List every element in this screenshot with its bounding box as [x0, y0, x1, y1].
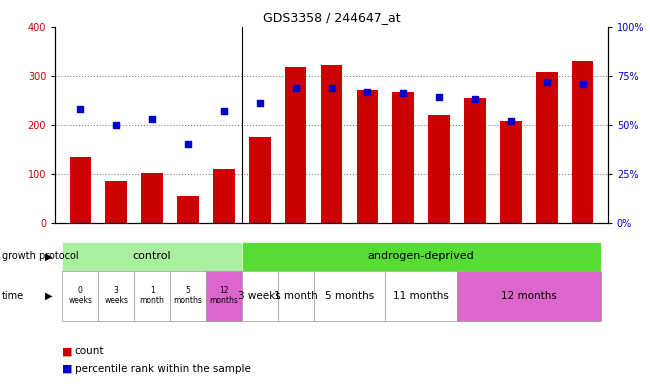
Bar	[464, 98, 486, 223]
Bar	[357, 89, 378, 223]
Text: growth protocol: growth protocol	[2, 251, 79, 262]
Text: 12
months: 12 months	[209, 286, 239, 305]
Point	[362, 88, 372, 94]
Bar	[428, 115, 450, 223]
Point	[470, 96, 480, 103]
Bar	[105, 181, 127, 223]
Text: 12 months: 12 months	[501, 291, 557, 301]
Bar	[177, 196, 199, 223]
Bar	[285, 67, 306, 223]
Bar	[320, 65, 343, 223]
Text: ■: ■	[62, 364, 72, 374]
Text: ■: ■	[62, 346, 72, 356]
Point	[291, 84, 301, 91]
Title: GDS3358 / 244647_at: GDS3358 / 244647_at	[263, 11, 400, 24]
Point	[218, 108, 229, 114]
Bar	[536, 72, 558, 223]
Text: 5 months: 5 months	[325, 291, 374, 301]
Text: ▶: ▶	[44, 251, 52, 262]
Text: 11 months: 11 months	[393, 291, 449, 301]
Text: 3
weeks: 3 weeks	[104, 286, 128, 305]
Text: 1
month: 1 month	[140, 286, 164, 305]
Point	[434, 94, 445, 101]
Point	[255, 100, 265, 106]
Point	[326, 84, 337, 91]
Text: percentile rank within the sample: percentile rank within the sample	[75, 364, 251, 374]
Text: androgen-deprived: androgen-deprived	[368, 251, 474, 262]
Point	[75, 106, 86, 112]
Bar	[393, 91, 414, 223]
Point	[541, 79, 552, 85]
Text: time: time	[2, 291, 24, 301]
Bar	[500, 121, 522, 223]
Text: 3 weeks: 3 weeks	[239, 291, 281, 301]
Point	[111, 122, 122, 128]
Text: ▶: ▶	[44, 291, 52, 301]
Point	[147, 116, 157, 122]
Bar	[70, 157, 91, 223]
Bar	[572, 61, 593, 223]
Point	[398, 90, 408, 96]
Text: control: control	[133, 251, 172, 262]
Point	[506, 118, 516, 124]
Text: 1 month: 1 month	[274, 291, 317, 301]
Text: count: count	[75, 346, 104, 356]
Bar	[213, 169, 235, 223]
Point	[183, 141, 193, 147]
Bar	[141, 173, 163, 223]
Point	[577, 81, 588, 87]
Text: 5
months: 5 months	[174, 286, 202, 305]
Bar	[249, 137, 270, 223]
Text: 0
weeks: 0 weeks	[68, 286, 92, 305]
